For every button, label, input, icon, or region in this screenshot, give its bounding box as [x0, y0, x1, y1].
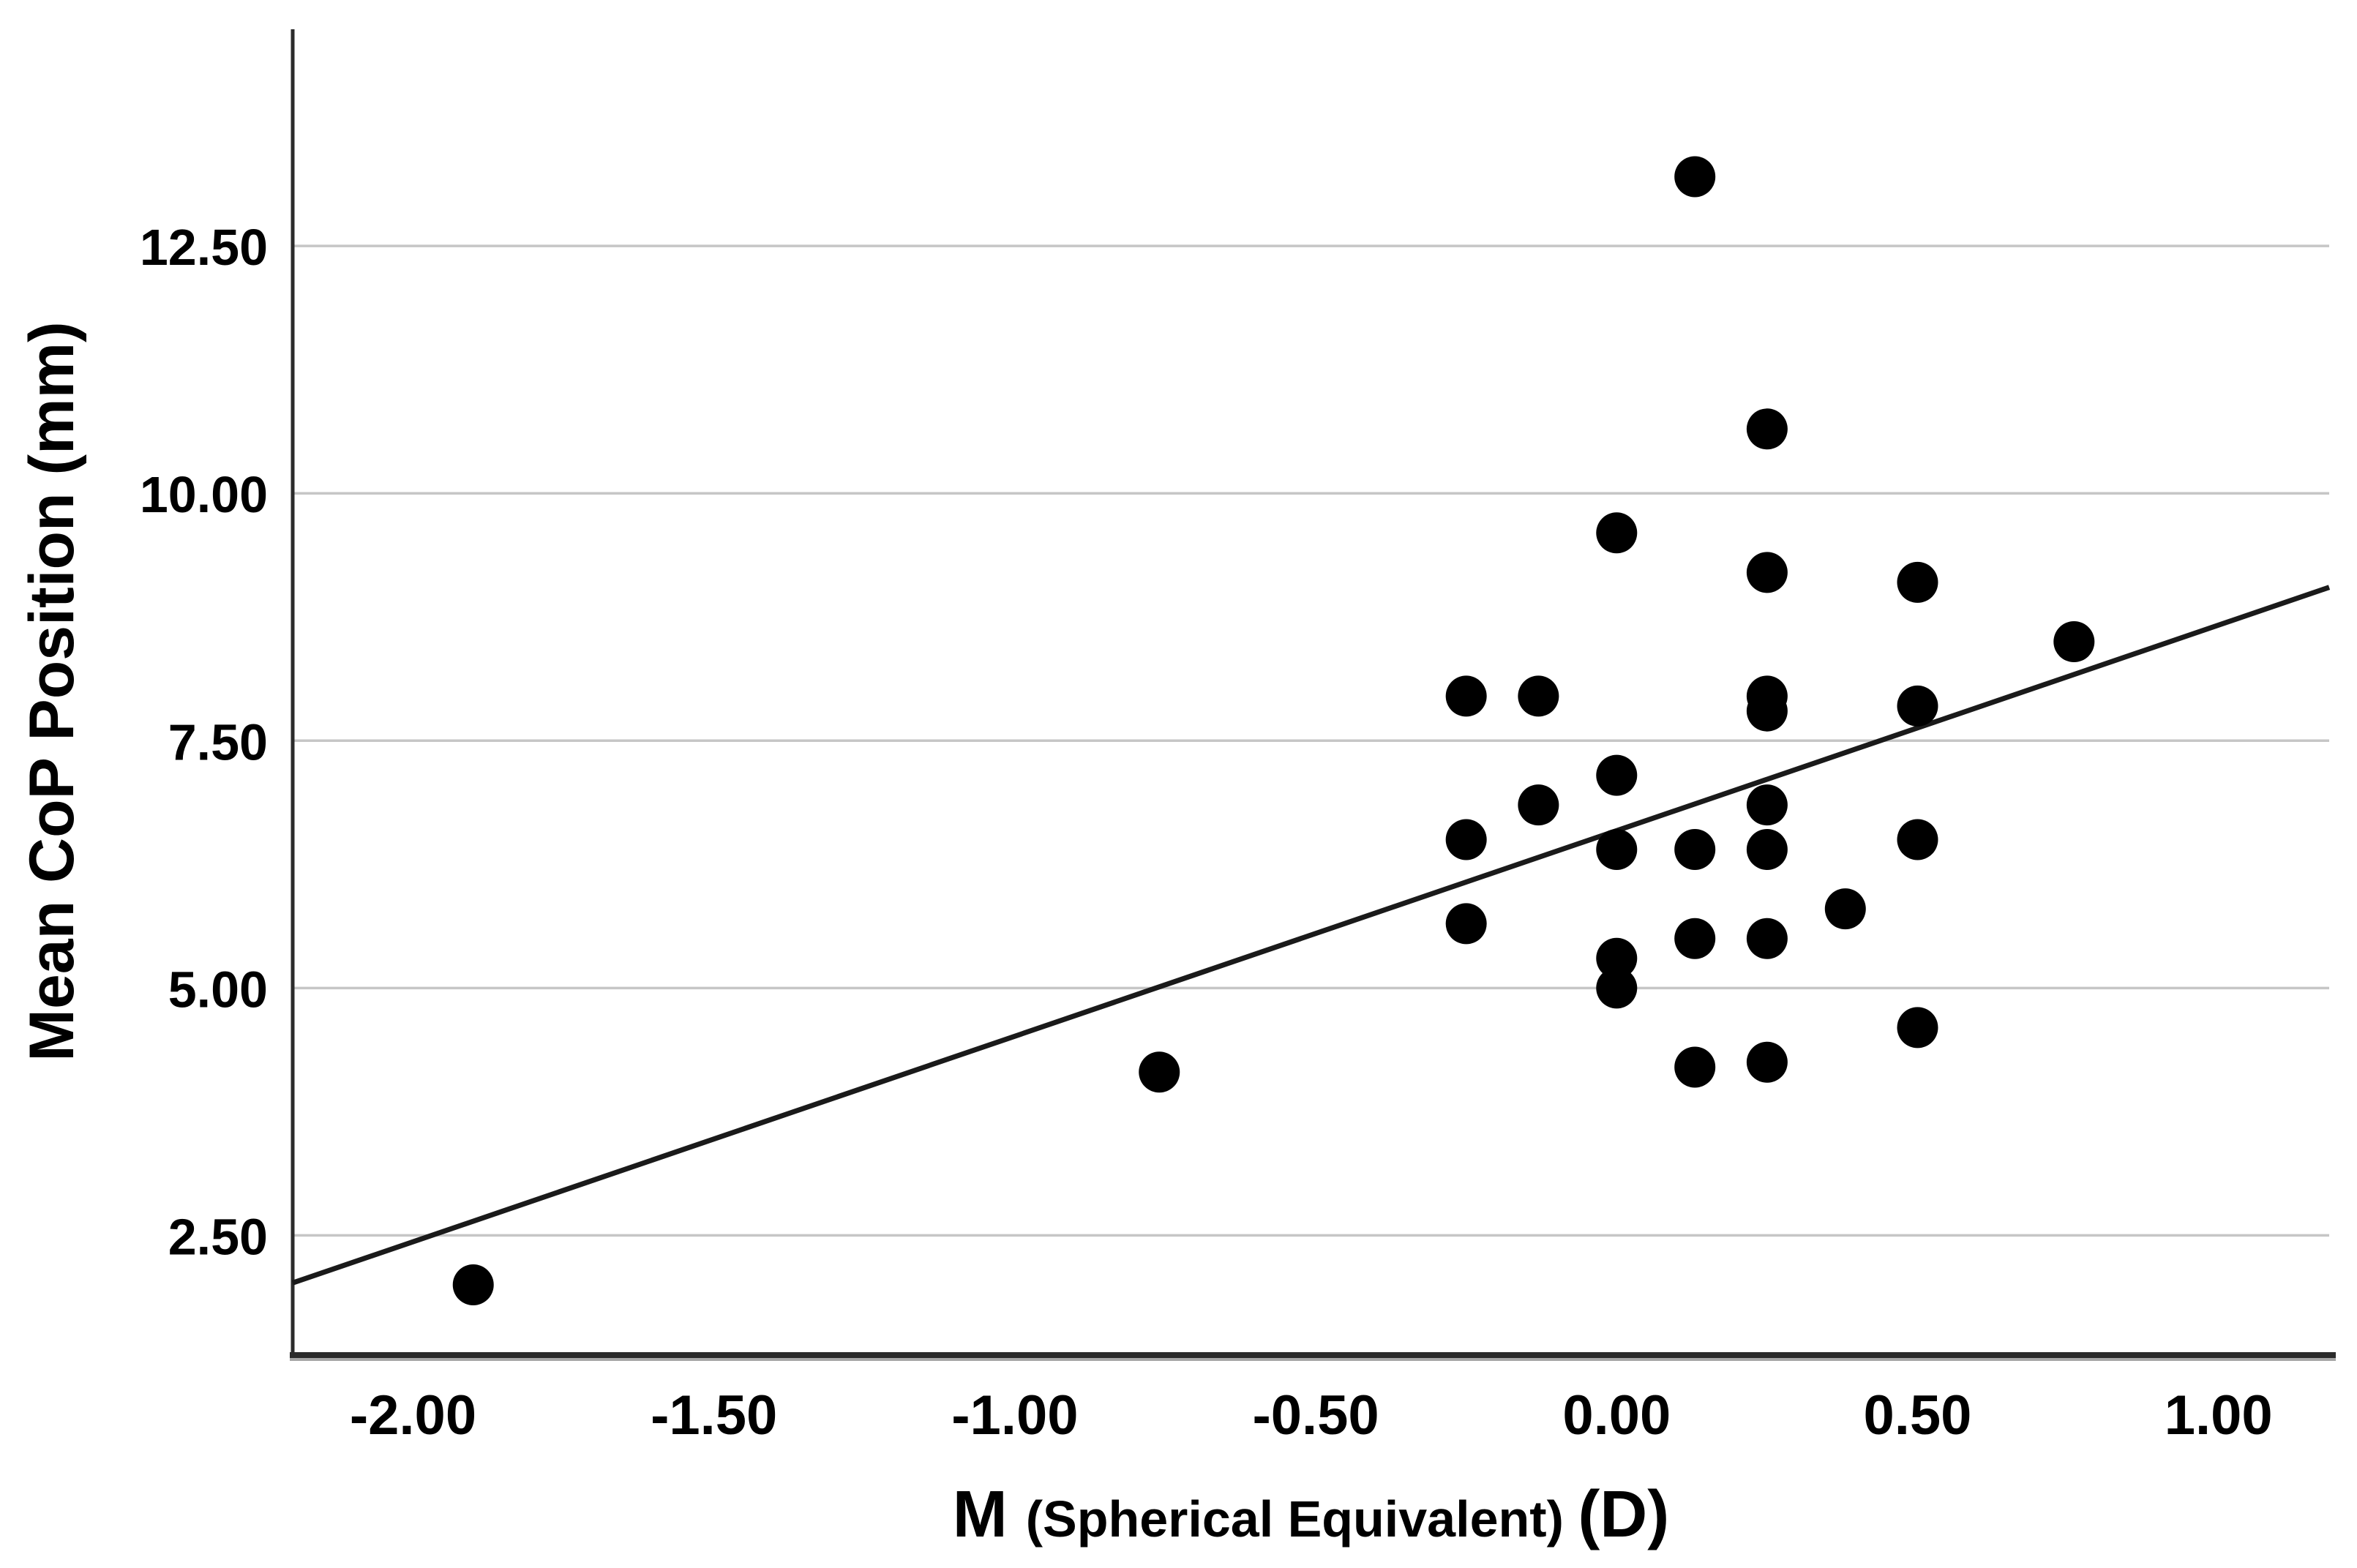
y-tick-label: 7.50	[168, 713, 268, 770]
data-point	[1824, 888, 1866, 930]
data-point	[1746, 784, 1788, 826]
x-axis-title-unit: (D)	[1578, 1478, 1669, 1551]
data-point	[1746, 690, 1788, 732]
y-axis-title: Mean CoP Position (mm)	[17, 321, 87, 1061]
data-point	[2053, 621, 2095, 663]
data-point	[1596, 754, 1638, 796]
regression-line	[291, 585, 2331, 1286]
data-point	[1139, 1051, 1180, 1093]
x-tick-label: -1.50	[651, 1384, 777, 1447]
data-point	[1445, 819, 1487, 860]
x-tick-label: 0.00	[1562, 1384, 1671, 1447]
data-point	[1897, 561, 1938, 603]
data-point	[1445, 675, 1487, 717]
data-point	[1897, 819, 1938, 860]
data-point	[1746, 918, 1788, 959]
x-tick-label: -2.00	[350, 1384, 476, 1447]
x-tick-label: -0.50	[1252, 1384, 1379, 1447]
data-point	[1674, 829, 1716, 871]
data-point	[1746, 552, 1788, 593]
y-tick-label: 2.50	[168, 1208, 268, 1265]
data-point	[1746, 829, 1788, 871]
data-point	[1596, 967, 1638, 1009]
data-point	[1596, 937, 1638, 979]
data-point	[1674, 918, 1716, 959]
data-point	[452, 1264, 494, 1305]
y-tick-label: 12.50	[140, 219, 268, 276]
data-point	[1674, 156, 1716, 198]
y-tick-label: 5.00	[168, 961, 268, 1018]
x-tick-label: -1.00	[951, 1384, 1078, 1447]
x-axis-title-main: M	[953, 1478, 1026, 1551]
x-tick-label: 0.50	[1864, 1384, 1972, 1447]
data-point	[1596, 512, 1638, 554]
x-axis-title: M (Spherical Equivalent) (D)	[953, 1478, 1670, 1551]
data-point	[1674, 1046, 1716, 1088]
x-axis-title-sub: (Spherical Equivalent)	[1026, 1490, 1578, 1548]
data-point	[1518, 675, 1559, 717]
x-tick-label: 1.00	[2165, 1384, 2273, 1447]
data-point	[1445, 903, 1487, 945]
data-point	[1518, 784, 1559, 826]
data-point	[1746, 1041, 1788, 1083]
y-tick-label: 10.00	[140, 466, 268, 523]
data-point	[1596, 829, 1638, 871]
data-point	[1897, 1007, 1938, 1049]
data-point	[1897, 685, 1938, 727]
data-point	[1746, 408, 1788, 450]
